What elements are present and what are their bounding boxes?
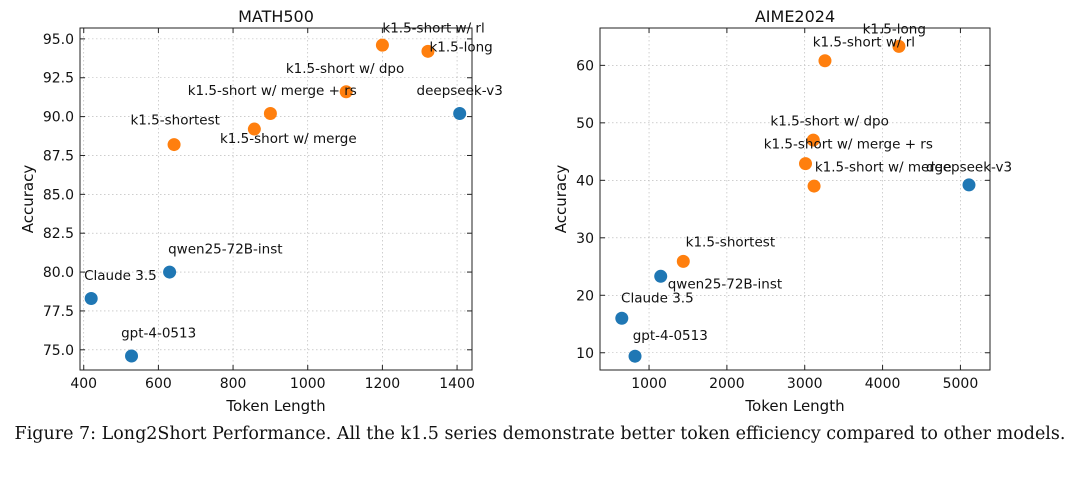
aime2024-x-tick-label: 1000 [631,376,667,392]
math500-point-k1-5-shortest [167,138,181,152]
aime2024-y-tick-label: 10 [576,346,594,362]
aime2024-label-k1-5-short-w-dpo: k1.5-short w/ dpo [770,114,888,130]
math500-x-tick-label: 1000 [290,376,326,392]
math500-point-k1-5-short-w-merge-rs [263,107,277,120]
math500-x-tick-label: 1200 [365,376,401,392]
math500-x-axis-label: Token Length [225,397,325,415]
aime2024-plot-frame [599,27,991,371]
math500-label-claude-3-5: Claude 3.5 [84,268,157,284]
math500-ticks: 400 600 800 1000 1200 1400 75.0 77.5 80.0 82.5 85.… [43,28,475,392]
aime2024-y-tick-label: 20 [576,288,594,304]
aime2024-y-tick-label: 30 [576,231,594,247]
aime2024-label-k1-5-long: k1.5-long [863,22,926,38]
aime2024-label-qwen25-72b-inst: qwen25-72B-inst [668,276,782,292]
panel-math500: MATH500 400 600 800 1000 1200 1400 75.0 77.5 80.… [19,7,503,415]
math500-y-tick-label: 85.0 [43,187,74,203]
aime2024-ticks: 1000 2000 3000 4000 5000 10 20 30 40 50 60 [576,28,990,392]
math500-x-tick-label: 800 [220,376,247,392]
math500-label-gpt-4-0513: gpt-4-0513 [121,325,196,341]
aime2024-gridlines [600,28,990,370]
aime2024-point-k1-5-short-w-merge [807,179,821,193]
aime2024-x-tick-label: 2000 [709,376,745,392]
math500-points [84,38,467,363]
aime2024-x-tick-label: 5000 [943,376,979,392]
math500-point-gpt-4-0513 [125,349,139,363]
aime2024-title: AIME2024 [755,7,835,26]
math500-y-tick-label: 92.5 [43,71,74,87]
math500-point-deepseek-v3 [453,107,467,120]
aime2024-point-deepseek-v3 [962,178,976,192]
math500-label-k1-5-short-w-merge-rs: k1.5-short w/ merge + rs [188,83,357,99]
math500-label-qwen25-72b-inst: qwen25-72B-inst [168,241,282,257]
aime2024-point-k1-5-short-w-dpo [806,133,820,147]
math500-point-labels: k1.5-short w/ rl k1.5-long k1.5-short w/ d… [84,21,503,342]
math500-gridlines [80,28,472,370]
math500-point-k1-5-short-w-merge [247,122,261,136]
aime2024-x-axis-label: Token Length [744,397,844,415]
math500-label-k1-5-long: k1.5-long [429,39,492,55]
aime2024-x-tick-label: 4000 [865,376,901,392]
math500-x-tick-label: 400 [70,376,97,392]
aime2024-point-claude-3-5 [615,311,629,325]
math500-x-tick-label: 600 [145,376,172,392]
math500-y-tick-label: 95.0 [43,32,74,48]
math500-y-tick-label: 87.5 [43,148,74,164]
math500-label-k1-5-short-w-rl: k1.5-short w/ rl [382,21,484,37]
aime2024-y-axis-label: Accuracy [552,165,570,234]
aime2024-y-tick-label: 50 [576,116,594,132]
aime2024-label-claude-3-5: Claude 3.5 [621,291,694,307]
aime2024-y-tick-label: 60 [576,58,594,74]
math500-label-k1-5-shortest: k1.5-shortest [130,112,219,128]
aime2024-label-deepseek-v3: deepseek-v3 [926,160,1012,176]
aime2024-label-k1-5-short-w-rl: k1.5-short w/ rl [813,34,915,50]
math500-y-tick-label: 82.5 [43,226,74,242]
math500-y-tick-label: 80.0 [43,265,74,281]
aime2024-y-tick-label: 40 [576,173,594,189]
math500-point-k1-5-short-w-dpo [339,85,353,99]
math500-plot-frame [79,27,473,371]
figure-caption: Figure 7: Long2Short Performance. All th… [14,424,1066,444]
aime2024-point-k1-5-long [892,39,906,53]
aime2024-point-k1-5-short-w-merge-rs [799,157,813,171]
math500-point-k1-5-long [421,44,435,58]
aime2024-label-gpt-4-0513: gpt-4-0513 [633,328,708,344]
aime2024-point-qwen25-72b-inst [654,269,668,283]
figure-canvas: MATH500 400 600 800 1000 1200 1400 75.0 77.5 80.… [19,7,1012,415]
aime2024-label-k1-5-short-w-merge-rs: k1.5-short w/ merge + rs [764,137,933,153]
math500-label-k1-5-short-w-merge: k1.5-short w/ merge [220,131,357,147]
math500-y-tick-label: 90.0 [43,110,74,126]
math500-title: MATH500 [238,7,314,26]
math500-point-claude-3-5 [84,291,98,305]
aime2024-points [615,39,976,363]
math500-point-k1-5-short-w-rl [375,38,389,52]
aime2024-label-k1-5-short-w-merge: k1.5-short w/ merge [815,160,952,176]
math500-label-k1-5-short-w-dpo: k1.5-short w/ dpo [286,61,404,77]
math500-label-deepseek-v3: deepseek-v3 [417,83,503,99]
math500-y-tick-label: 75.0 [43,343,74,359]
aime2024-point-k1-5-short-w-rl [818,54,832,68]
math500-y-tick-label: 77.5 [43,304,74,320]
aime2024-x-tick-label: 3000 [787,376,823,392]
math500-y-axis-label: Accuracy [19,165,37,234]
math500-point-qwen25-72b-inst [163,265,177,279]
aime2024-point-gpt-4-0513 [628,349,642,363]
math500-x-tick-label: 1400 [439,376,475,392]
aime2024-label-k1-5-shortest: k1.5-shortest [686,234,775,250]
panel-aime2024: AIME2024 1000 2000 3000 4000 5000 10 20 30 40 50 6… [552,7,1012,415]
aime2024-point-k1-5-shortest [676,254,690,268]
